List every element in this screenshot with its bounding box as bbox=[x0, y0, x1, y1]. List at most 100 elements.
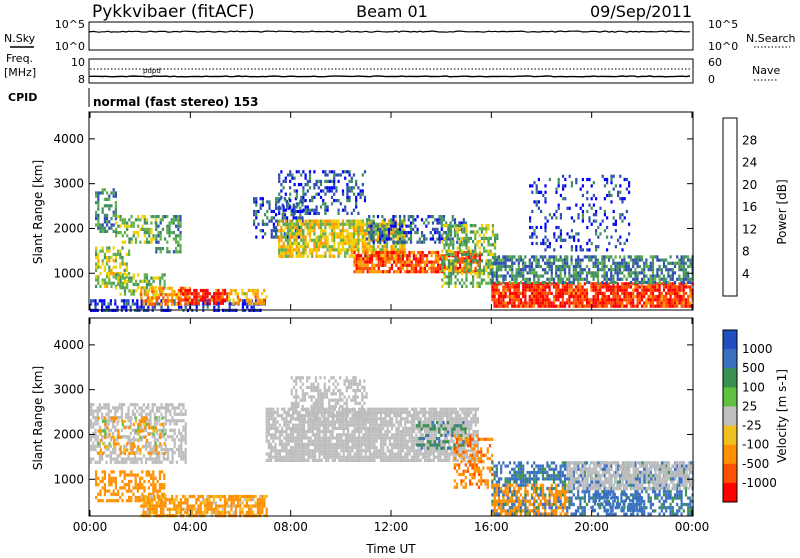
power-cell bbox=[564, 265, 566, 268]
power-cell bbox=[540, 265, 542, 268]
power-cell bbox=[617, 301, 619, 304]
power-cell bbox=[566, 259, 568, 262]
velocity-cell bbox=[117, 493, 119, 496]
power-cell bbox=[180, 292, 182, 295]
velocity-cell bbox=[92, 403, 94, 406]
power-cell bbox=[450, 237, 452, 240]
velocity-cell bbox=[153, 429, 155, 432]
power-cell bbox=[412, 228, 414, 231]
power-cell bbox=[487, 282, 489, 285]
power-cell bbox=[413, 257, 415, 260]
power-cell bbox=[663, 265, 665, 268]
velocity-cell bbox=[137, 445, 139, 448]
power-cell bbox=[454, 275, 456, 278]
power-cell bbox=[175, 234, 177, 237]
power-cell bbox=[302, 229, 304, 232]
power-cell bbox=[329, 248, 331, 251]
velocity-cell bbox=[169, 422, 171, 425]
power-cell bbox=[309, 252, 311, 255]
power-cell bbox=[179, 221, 181, 224]
power-cell bbox=[342, 232, 344, 235]
power-cell bbox=[634, 278, 636, 281]
velocity-cell bbox=[150, 452, 152, 455]
power-cell bbox=[349, 186, 351, 189]
power-cell bbox=[615, 281, 617, 284]
velocity-cell bbox=[145, 495, 147, 498]
power-cell bbox=[518, 301, 520, 304]
nsky-trace bbox=[90, 31, 690, 32]
power-cell bbox=[661, 295, 663, 298]
power-cell bbox=[648, 295, 650, 298]
power-cell bbox=[280, 245, 282, 248]
power-cell bbox=[676, 278, 678, 281]
power-cell bbox=[560, 301, 562, 304]
power-cell bbox=[155, 228, 157, 231]
nsky-panel: 10^5 10^0 10^5 10^0 N.Sky N.Search bbox=[4, 18, 796, 53]
power-cell bbox=[487, 224, 489, 227]
power-cell bbox=[463, 227, 465, 230]
power-cell bbox=[634, 255, 636, 258]
velocity-cell bbox=[112, 426, 114, 429]
power-cell bbox=[307, 212, 309, 215]
power-cell bbox=[520, 268, 522, 271]
power-cell bbox=[119, 266, 121, 269]
power-cell bbox=[149, 296, 151, 299]
power-cell bbox=[678, 265, 680, 268]
power-cell bbox=[108, 204, 110, 207]
velocity-cell bbox=[206, 508, 208, 511]
power-cell bbox=[126, 280, 128, 283]
power-cell bbox=[364, 170, 366, 173]
power-cell bbox=[99, 272, 101, 275]
velocity-cell bbox=[124, 474, 126, 477]
power-cell bbox=[384, 237, 386, 240]
power-cell bbox=[108, 259, 110, 262]
power-cell bbox=[144, 218, 146, 221]
power-cell bbox=[470, 250, 472, 253]
power-cell bbox=[333, 236, 335, 239]
power-cell bbox=[320, 226, 322, 229]
power-cell bbox=[153, 303, 155, 306]
power-cell bbox=[573, 295, 575, 298]
power-cell bbox=[529, 265, 531, 268]
power-cell bbox=[261, 299, 263, 302]
power-cell bbox=[599, 232, 601, 235]
power-cell bbox=[479, 234, 481, 237]
velocity-cell bbox=[185, 422, 187, 425]
power-cell bbox=[117, 225, 119, 228]
power-cell bbox=[161, 273, 163, 276]
power-cell bbox=[122, 283, 124, 286]
velocity-cell bbox=[123, 435, 125, 438]
power-cell bbox=[650, 289, 652, 292]
power-cell bbox=[110, 269, 112, 272]
power-cell bbox=[133, 293, 135, 296]
power-cell bbox=[305, 226, 307, 229]
power-cell bbox=[298, 232, 300, 235]
velocity-cell bbox=[90, 410, 92, 413]
power-cell bbox=[667, 289, 669, 292]
freq-tick-top: 10 bbox=[71, 56, 85, 69]
power-cell bbox=[551, 305, 553, 308]
power-cell bbox=[377, 228, 379, 231]
power-cell bbox=[344, 177, 346, 180]
power-cell bbox=[382, 245, 384, 248]
power-cell bbox=[108, 278, 110, 281]
power-cell bbox=[217, 292, 219, 295]
power-cell bbox=[358, 261, 360, 264]
power-cell bbox=[626, 262, 628, 265]
velocity-cell bbox=[105, 461, 107, 464]
power-cell bbox=[355, 220, 357, 223]
power-cell bbox=[139, 218, 141, 221]
power-cell bbox=[628, 191, 630, 194]
power-cell bbox=[533, 229, 535, 232]
power-cell bbox=[280, 248, 282, 251]
power-cell bbox=[670, 262, 672, 265]
power-cell bbox=[353, 270, 355, 273]
power-cell bbox=[128, 237, 130, 240]
power-cell bbox=[661, 268, 663, 271]
power-cell bbox=[147, 290, 149, 293]
velocity-cell bbox=[153, 505, 155, 508]
power-cell bbox=[342, 239, 344, 242]
velocity-cell bbox=[174, 442, 176, 445]
velocity-cell bbox=[158, 498, 160, 501]
power-cell bbox=[569, 207, 571, 210]
